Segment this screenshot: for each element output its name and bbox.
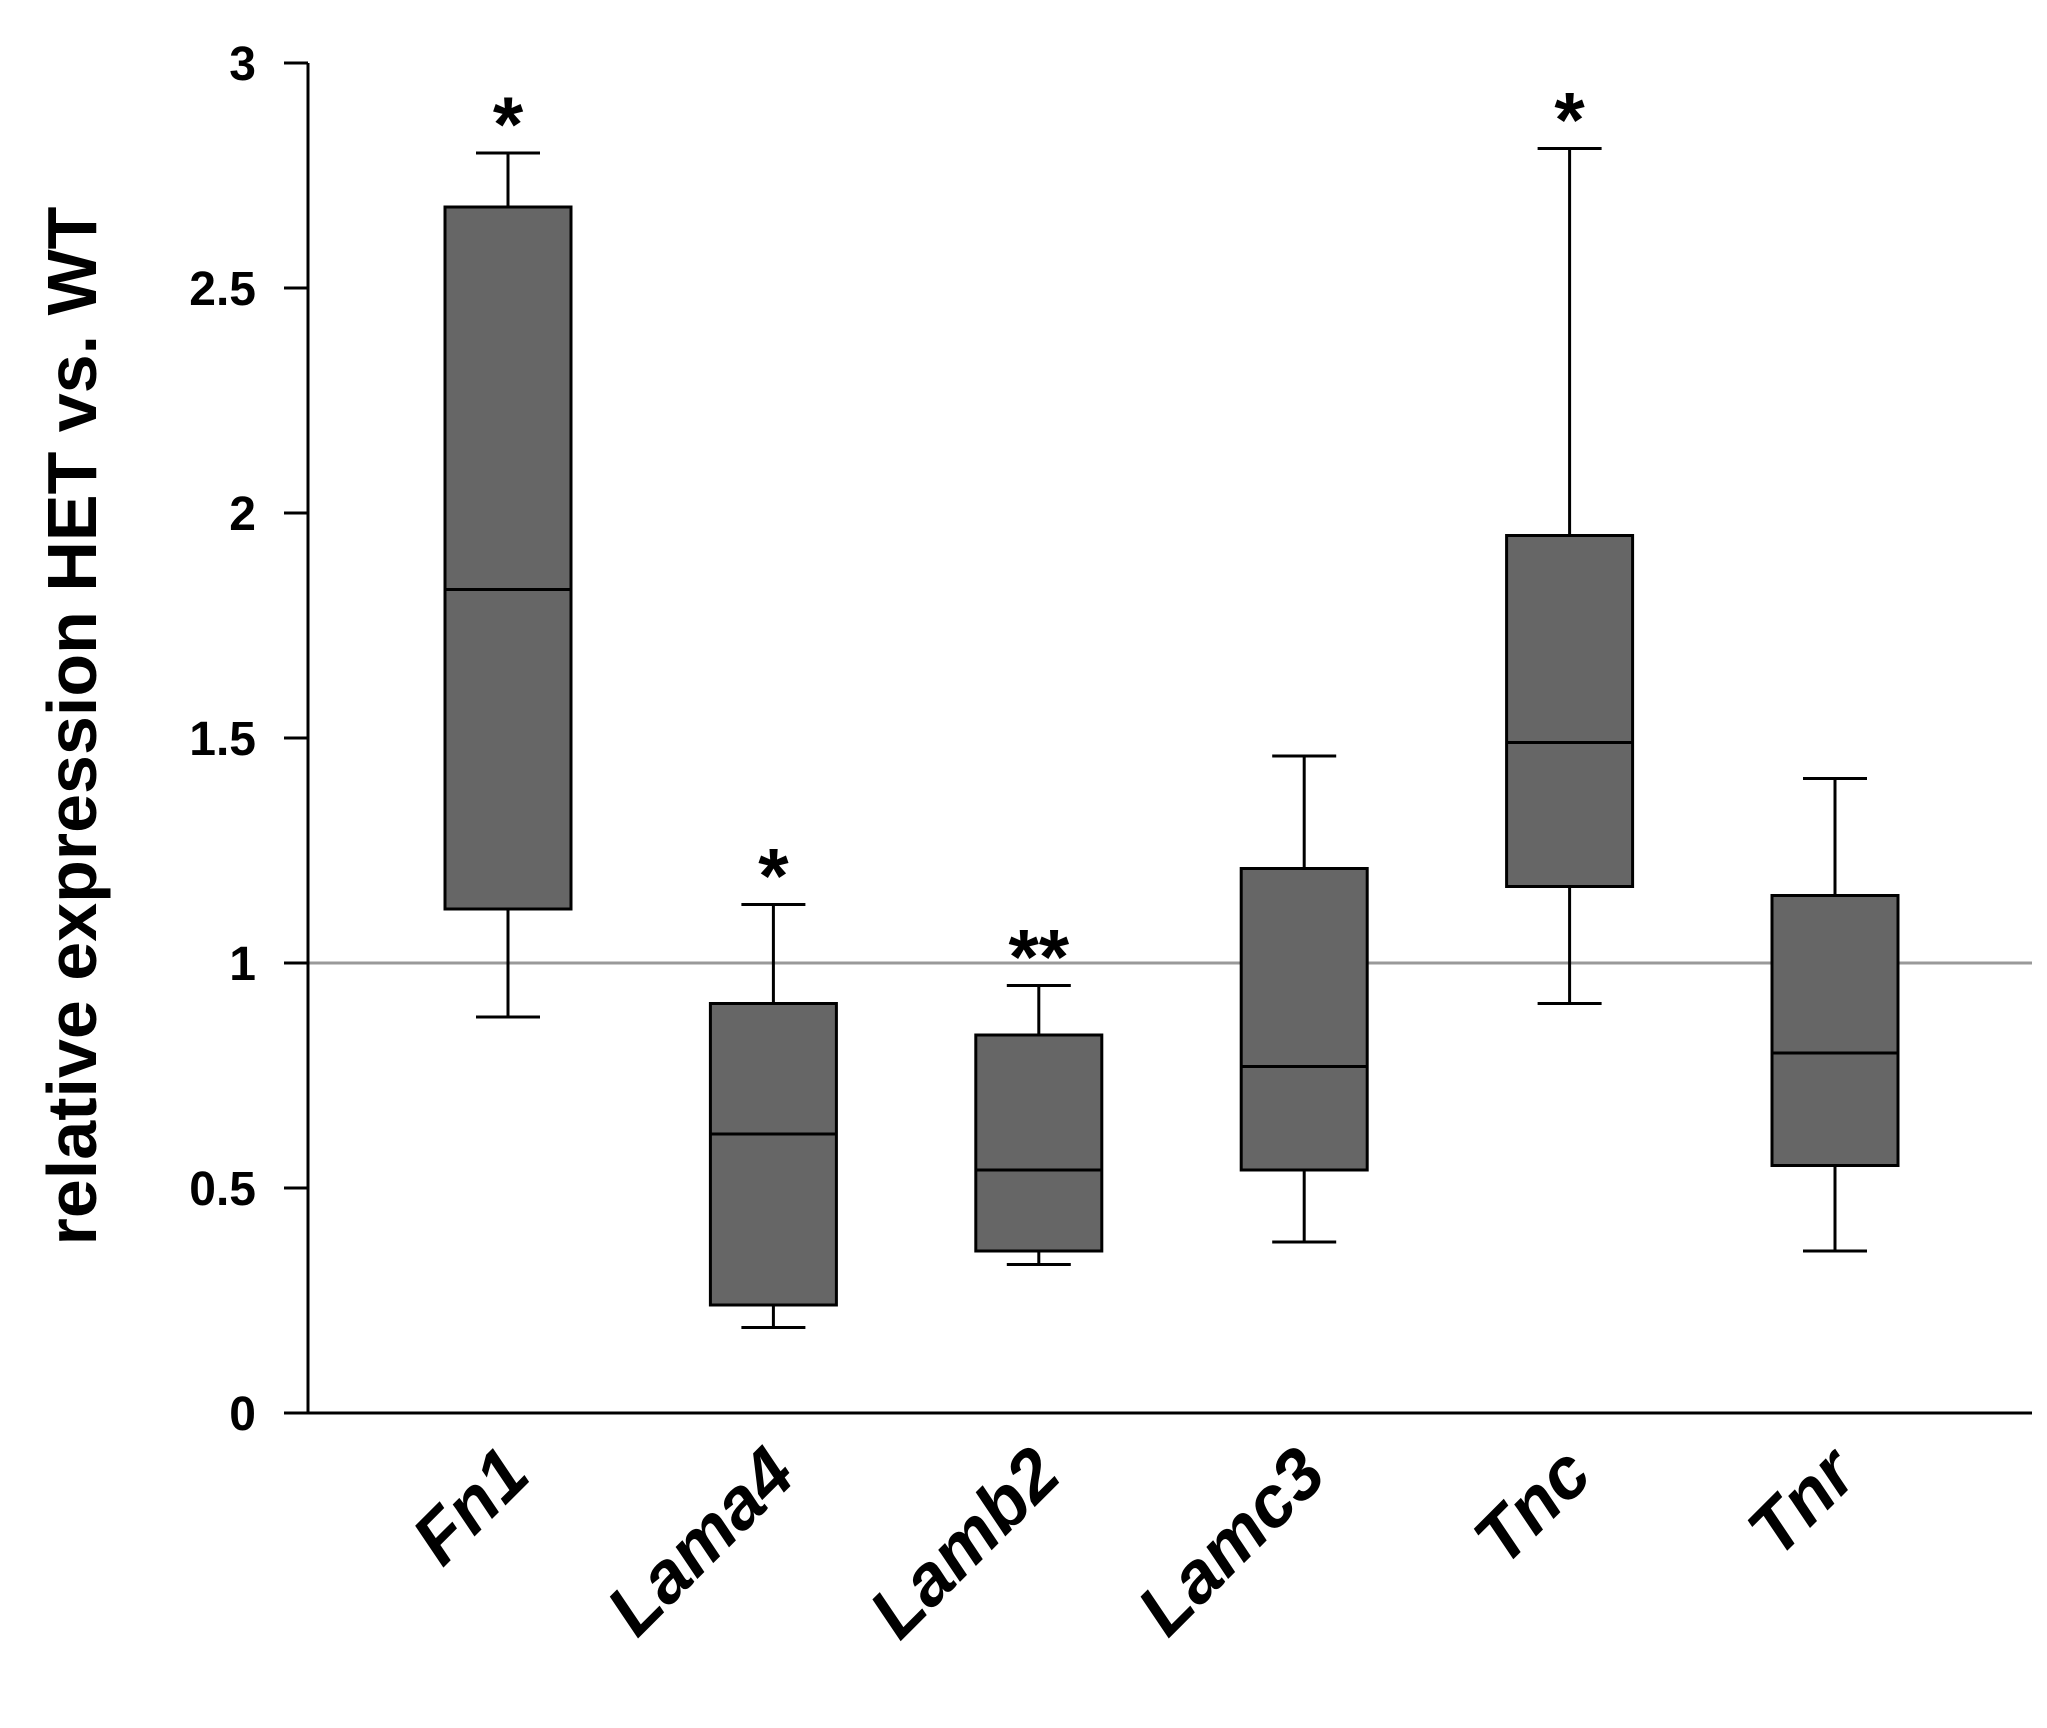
y-tick-label: 0.5	[189, 1163, 256, 1216]
box-fn1	[443, 205, 573, 911]
category-label-tnr: Tnr	[1733, 1430, 1874, 1571]
category-label-lamc3: Lamc3	[1123, 1433, 1341, 1651]
plot-area: * Fn1 * Lama4 ** Lamb2 Lamc3 * Tnc Tnr 0 0.5 1 1.5 2 2.…	[189, 38, 2032, 1653]
significance-lama4: *	[758, 832, 789, 920]
box-tnr	[1770, 894, 1900, 1167]
significance-lamb2: **	[1008, 913, 1069, 1001]
y-tick-label: 2	[229, 488, 256, 541]
y-tick-label: 0	[229, 1388, 256, 1441]
box-lama4	[708, 1002, 838, 1307]
box-lamb2	[974, 1033, 1104, 1253]
significance-fn1: *	[493, 80, 524, 168]
category-label-tnc: Tnc	[1459, 1433, 1606, 1580]
category-label-fn1: Fn1	[397, 1433, 544, 1580]
category-label-lama4: Lama4	[592, 1433, 810, 1651]
y-tick-label: 1.5	[189, 713, 256, 766]
y-tick-label: 1	[229, 938, 256, 991]
box-lamc3	[1239, 867, 1369, 1172]
y-tick-label: 2.5	[189, 263, 256, 316]
significance-tnc: *	[1554, 76, 1585, 164]
category-label-lamb2: Lamb2	[854, 1433, 1075, 1654]
box-tnc	[1505, 534, 1635, 888]
y-axis-label: relative expression HET vs. WT	[33, 207, 111, 1246]
y-tick-label: 3	[229, 38, 256, 91]
